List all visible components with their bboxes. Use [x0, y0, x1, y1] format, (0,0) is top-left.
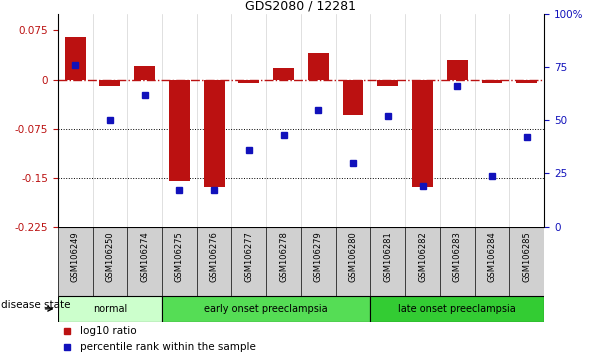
Text: disease state: disease state — [1, 300, 70, 310]
Text: GSM106274: GSM106274 — [140, 232, 149, 282]
Text: GSM106285: GSM106285 — [522, 232, 531, 282]
Text: late onset preeclampsia: late onset preeclampsia — [398, 304, 516, 314]
Bar — [412, 80, 433, 187]
Title: GDS2080 / 12281: GDS2080 / 12281 — [246, 0, 356, 13]
Bar — [169, 80, 190, 181]
Bar — [238, 80, 259, 83]
Text: GSM106282: GSM106282 — [418, 232, 427, 282]
Bar — [370, 296, 544, 322]
Text: log10 ratio: log10 ratio — [80, 326, 136, 336]
Text: GSM106281: GSM106281 — [383, 232, 392, 282]
Text: GSM106279: GSM106279 — [314, 232, 323, 282]
Bar — [58, 296, 162, 322]
Bar — [447, 60, 468, 80]
Text: GSM106278: GSM106278 — [279, 232, 288, 282]
Bar — [482, 80, 502, 83]
Bar — [134, 67, 155, 80]
Bar — [64, 37, 86, 80]
Bar — [100, 80, 120, 86]
Bar — [516, 80, 537, 83]
Bar — [308, 53, 329, 80]
Text: GSM106280: GSM106280 — [348, 232, 358, 282]
Text: percentile rank within the sample: percentile rank within the sample — [80, 342, 255, 352]
Text: GSM106250: GSM106250 — [105, 232, 114, 282]
Bar — [378, 80, 398, 86]
Text: GSM106283: GSM106283 — [453, 232, 462, 282]
Text: GSM106275: GSM106275 — [175, 232, 184, 282]
Text: GSM106277: GSM106277 — [244, 232, 254, 282]
Bar — [162, 296, 370, 322]
Bar — [204, 80, 224, 187]
Text: normal: normal — [93, 304, 127, 314]
Bar — [273, 68, 294, 80]
Text: GSM106249: GSM106249 — [71, 232, 80, 282]
Text: GSM106276: GSM106276 — [210, 232, 219, 282]
Bar — [343, 80, 364, 115]
Text: GSM106284: GSM106284 — [488, 232, 497, 282]
Text: early onset preeclampsia: early onset preeclampsia — [204, 304, 328, 314]
